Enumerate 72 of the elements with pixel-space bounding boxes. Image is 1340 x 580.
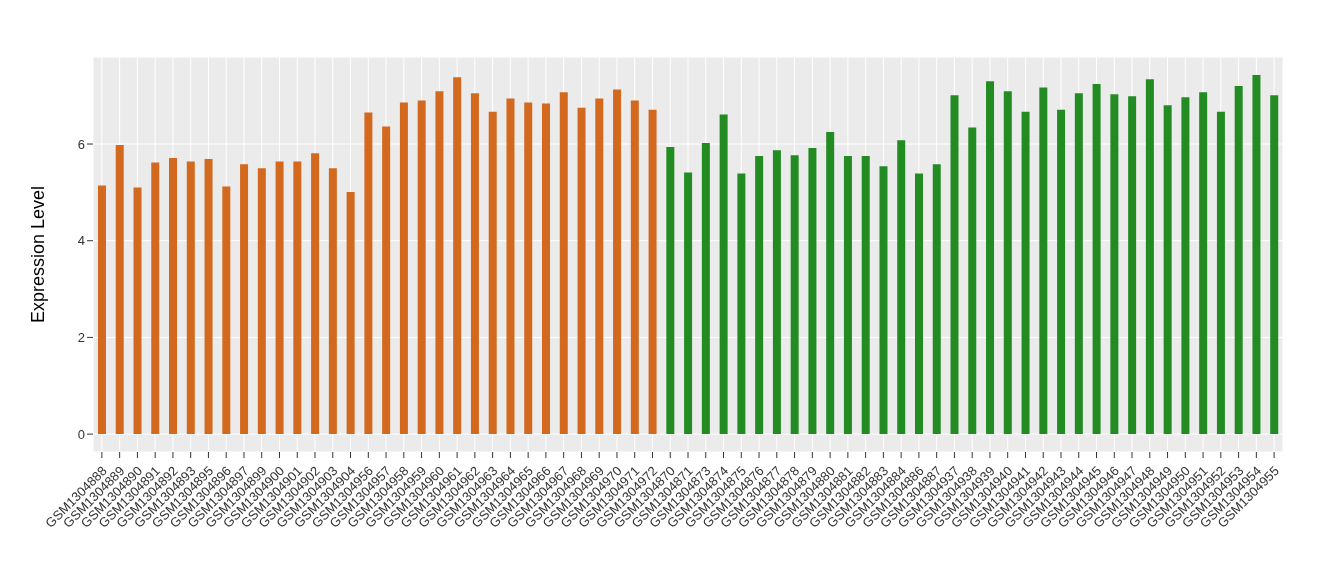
bar (861, 156, 870, 435)
y-tick-label: 0 (77, 426, 85, 442)
bar (1057, 109, 1066, 435)
bar (506, 98, 515, 435)
bar (1074, 93, 1083, 435)
bar (1003, 91, 1012, 435)
y-tick-label: 2 (77, 330, 85, 346)
bar (417, 100, 426, 435)
bar (133, 187, 142, 435)
bar (932, 164, 941, 435)
bar (1021, 111, 1030, 435)
bar (435, 91, 444, 435)
bar (701, 143, 710, 435)
bar (1252, 74, 1261, 435)
bar (1216, 111, 1225, 435)
y-axis-title: Expression Level (28, 185, 49, 324)
bar (737, 173, 746, 435)
bar (328, 168, 337, 435)
y-tick-label: 4 (77, 233, 85, 249)
bar (666, 146, 675, 435)
bar (772, 150, 781, 435)
bar (1145, 79, 1154, 435)
bar (1181, 97, 1190, 435)
bar (311, 153, 320, 435)
bar (559, 92, 568, 435)
bar (968, 127, 977, 435)
bar (1234, 86, 1243, 435)
bar (719, 114, 728, 435)
bar (897, 140, 906, 435)
bar (808, 147, 817, 435)
bar (488, 111, 497, 435)
bar (950, 95, 959, 435)
bar (97, 185, 106, 435)
bar (630, 100, 639, 435)
bar (204, 159, 213, 435)
bar (364, 112, 373, 435)
bar (169, 158, 178, 435)
bar (115, 144, 124, 435)
bar (1092, 84, 1101, 435)
bar (648, 109, 657, 435)
bar (293, 161, 302, 435)
bar (1199, 92, 1208, 435)
bar (843, 156, 852, 435)
bar (382, 126, 391, 435)
bar (346, 191, 355, 435)
bar (151, 162, 160, 435)
bar (1128, 96, 1137, 435)
bar (755, 156, 764, 435)
bar (542, 103, 550, 435)
bar (275, 161, 284, 435)
bar (595, 98, 604, 435)
bar (399, 102, 408, 435)
bar (240, 164, 249, 435)
bar (684, 172, 693, 435)
y-tick-label: 6 (77, 136, 85, 152)
bar (186, 161, 195, 435)
bar (613, 89, 622, 435)
bar (790, 155, 799, 435)
bar (1110, 94, 1119, 435)
bar (826, 131, 835, 435)
bar (914, 173, 923, 435)
bar (1163, 105, 1172, 435)
bar (524, 102, 533, 435)
bar (257, 168, 266, 435)
bar (470, 93, 479, 435)
bar (222, 186, 231, 435)
bar (1270, 95, 1279, 435)
bar (1039, 87, 1048, 435)
bar (879, 166, 888, 435)
bar (453, 77, 462, 435)
bar (577, 107, 586, 435)
bar (986, 81, 995, 435)
